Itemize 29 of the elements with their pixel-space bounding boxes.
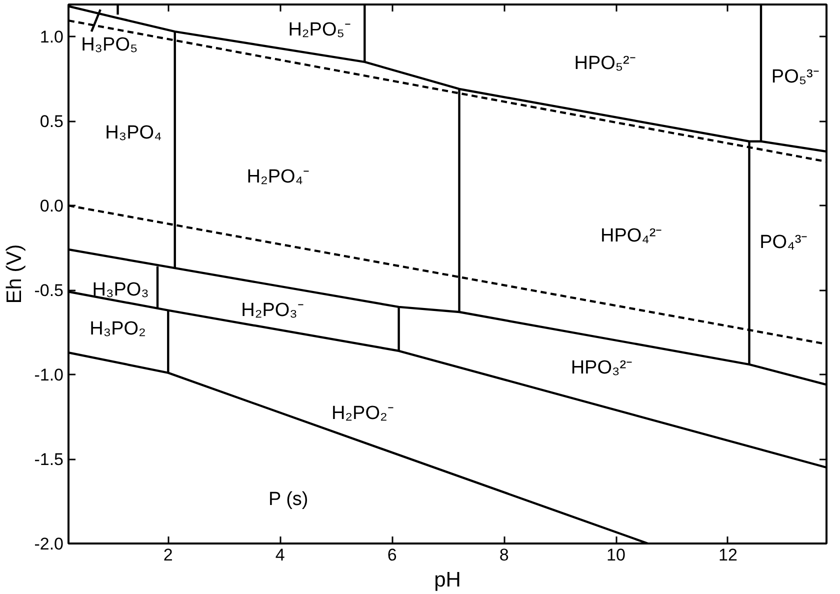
annotation: HPO₄²⁻ [600, 225, 662, 246]
annotation: H₂PO₂⁻ [331, 402, 394, 424]
x-tick-label: 6 [387, 546, 397, 564]
annotation: H₃PO₂ [90, 318, 146, 340]
y-tick-label: -1.5 [34, 450, 64, 470]
annotation: HPO₃²⁻ [570, 357, 632, 378]
y-tick-label: 0.5 [40, 112, 64, 132]
y-tick-label: 0.0 [40, 196, 64, 216]
annotation: H₃PO₃ [92, 280, 149, 301]
y-tick-label: -1.0 [34, 366, 64, 385]
y-tick-label: 1.0 [40, 28, 64, 47]
annotation: HPO₅²⁻ [574, 53, 636, 74]
y-axis-title: Eh (V) [3, 244, 26, 304]
y-tick-label: -0.5 [34, 281, 64, 300]
x-tick-label: 10 [606, 546, 626, 564]
x-tick-label: 12 [718, 546, 738, 564]
annotation: PO₅³⁻ [771, 66, 819, 88]
annotation: H₃PO₅ [81, 34, 138, 56]
x-axis-title: pH [434, 568, 461, 592]
y-tick-label: -2.0 [34, 534, 64, 554]
x-tick-label: 8 [499, 546, 509, 564]
annotation: PO₄³⁻ [760, 232, 808, 254]
annotation: H₂PO₅⁻ [288, 19, 350, 40]
x-tick-label: 2 [163, 546, 173, 564]
annotation: P (s) [268, 489, 308, 510]
x-tick-label: 4 [275, 546, 285, 564]
annotation: H₂PO₄⁻ [246, 166, 310, 188]
annotation: H₂PO₃⁻ [241, 300, 304, 321]
annotation: H₃PO₄ [105, 122, 162, 144]
